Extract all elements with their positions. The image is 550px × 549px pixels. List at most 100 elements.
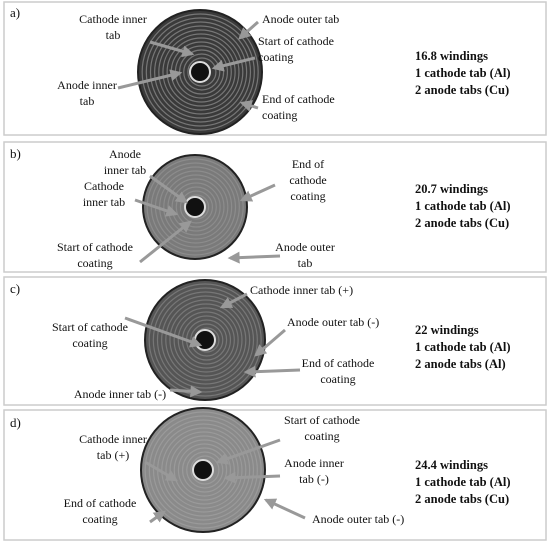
- arrow: [149, 510, 166, 524]
- annotation: coating: [77, 256, 112, 270]
- annotation: tab: [298, 256, 313, 270]
- panel: d) Start of cathode coating Cathode inner ta…: [3, 407, 547, 541]
- summary: 2 anode tabs (Cu): [415, 216, 509, 230]
- winding: [179, 190, 214, 224]
- panel: a) Cathode inner tab Anode outer tab Start o…: [3, 1, 547, 136]
- summary: 1 cathode tab (Al): [415, 475, 510, 489]
- summary: 16.8 windings: [415, 49, 488, 63]
- annotation: Start of cathode: [52, 320, 128, 334]
- annotation: tab (+): [97, 448, 129, 462]
- annotation: Anode outer tab (-): [287, 315, 379, 329]
- winding: [161, 295, 251, 385]
- arrow: [211, 56, 256, 72]
- arrow: [227, 251, 281, 264]
- winding: [148, 283, 262, 397]
- panel: b) Anode inner tab Cathode inner tab Start of…: [3, 141, 547, 273]
- winding: [173, 307, 239, 373]
- panel-label: c): [10, 281, 20, 296]
- winding: [158, 29, 244, 115]
- summary: 22 windings: [415, 323, 479, 337]
- winding: [166, 37, 236, 107]
- annotation: End of cathode: [302, 356, 375, 370]
- arrow: [139, 220, 192, 264]
- annotation: tab (-): [299, 472, 329, 486]
- core: [184, 196, 206, 218]
- arrow: [219, 292, 248, 309]
- winding: [146, 158, 244, 256]
- panel: c) Cathode inner tab (+) Start of cathode c…: [3, 276, 547, 406]
- arrow: [169, 385, 203, 398]
- annotation: tab: [80, 94, 95, 108]
- winding: [163, 174, 229, 240]
- winding: [190, 455, 220, 485]
- annotation: cathode: [289, 173, 326, 187]
- arrow: [263, 498, 306, 520]
- panel-frame: [3, 141, 547, 273]
- winding: [145, 17, 255, 127]
- winding: [169, 303, 243, 377]
- summary: 1 cathode tab (Al): [415, 66, 510, 80]
- annotation: coating: [262, 108, 297, 122]
- winding: [161, 427, 247, 513]
- arrow: [223, 471, 281, 484]
- winding: [187, 57, 217, 87]
- annotation: Anode inner: [57, 78, 117, 92]
- annotation: End of: [292, 157, 324, 171]
- core: [192, 459, 214, 481]
- annotation: Anode outer tab (-): [312, 512, 404, 526]
- arrow: [215, 438, 281, 465]
- arrow: [238, 20, 259, 40]
- annotation: Start of cathode: [57, 240, 133, 254]
- winding: [154, 25, 248, 119]
- annotation: tab: [106, 28, 121, 42]
- arrow: [124, 316, 203, 348]
- winding: [152, 419, 255, 521]
- winding: [177, 311, 235, 369]
- annotation: inner tab: [104, 163, 146, 177]
- arrow: [144, 460, 179, 482]
- panel-frame: [3, 1, 547, 136]
- annotation: Anode inner: [284, 456, 344, 470]
- annotation: coating: [82, 512, 117, 526]
- panel-frame: [3, 276, 547, 406]
- annotation: Cathode inner: [79, 432, 147, 446]
- annotation: Anode outer: [275, 240, 335, 254]
- annotation: coating: [304, 429, 339, 443]
- summary: 2 anode tabs (Cu): [415, 83, 509, 97]
- summary: 24.4 windings: [415, 458, 488, 472]
- annotation: inner tab: [83, 195, 125, 209]
- annotation: coating: [290, 189, 325, 203]
- core: [189, 61, 211, 83]
- winding: [165, 299, 247, 381]
- winding: [156, 291, 255, 389]
- summary: 2 anode tabs (Al): [415, 357, 506, 371]
- winding: [182, 447, 228, 493]
- arrow: [239, 100, 259, 112]
- winding: [152, 287, 258, 393]
- arrow: [239, 183, 276, 202]
- annotation: Cathode inner tab (+): [250, 283, 353, 297]
- annotation: End of cathode: [262, 92, 335, 106]
- annotation: Cathode: [84, 179, 124, 193]
- annotation: Cathode inner: [79, 12, 147, 26]
- panel-label: a): [10, 5, 20, 20]
- winding: [144, 411, 262, 529]
- arrow: [117, 69, 183, 90]
- arrow: [149, 40, 195, 58]
- annotation: coating: [72, 336, 107, 350]
- winding: [141, 13, 259, 131]
- arrow: [149, 174, 188, 204]
- annotation: End of cathode: [64, 496, 137, 510]
- summary: 2 anode tabs (Cu): [415, 492, 509, 506]
- panel-frame: [3, 409, 547, 541]
- panel-label: d): [10, 415, 21, 430]
- annotation: Anode: [109, 147, 141, 161]
- arrow: [134, 198, 179, 217]
- winding: [177, 443, 232, 497]
- winding: [148, 415, 258, 525]
- summary: 1 cathode tab (Al): [415, 340, 510, 354]
- winding: [149, 21, 252, 123]
- winding: [162, 33, 240, 111]
- arrow: [243, 365, 301, 378]
